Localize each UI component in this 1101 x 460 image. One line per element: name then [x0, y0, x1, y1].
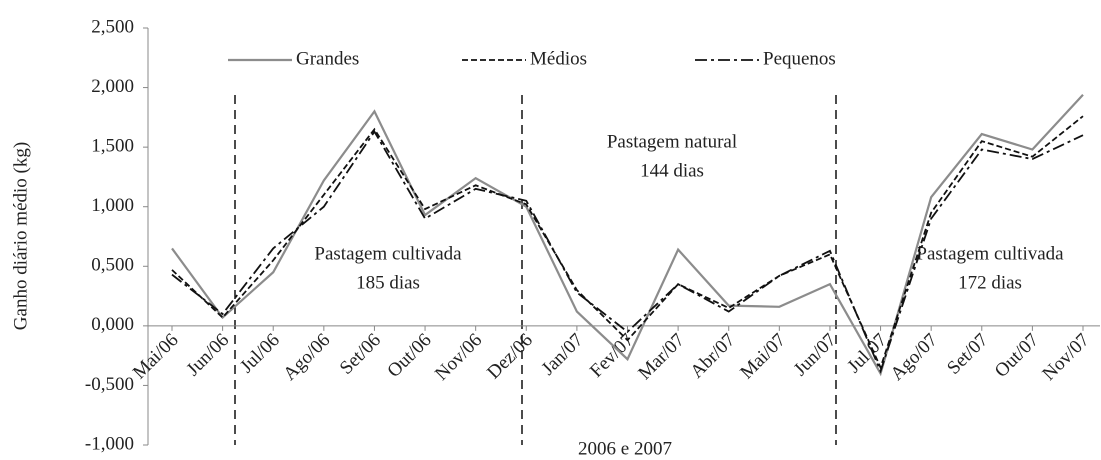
- x-tick-label: Abr/07: [686, 330, 739, 383]
- x-tick-label: Jun/07: [790, 330, 841, 381]
- x-tick-label: Out/06: [384, 330, 436, 382]
- x-tick-label: Out/07: [991, 330, 1043, 382]
- legend-label: Grandes: [296, 48, 359, 69]
- y-tick-label: 2,000: [91, 76, 134, 97]
- annotation: 144 dias: [640, 160, 704, 181]
- x-tick-label: Jul/07: [843, 330, 891, 378]
- x-tick-label: Mar/07: [634, 330, 688, 384]
- legend-label: Pequenos: [763, 48, 836, 69]
- y-tick-label: -0,500: [85, 374, 134, 395]
- y-tick-label: 1,500: [91, 136, 134, 157]
- x-axis-label: 2006 e 2007: [578, 438, 672, 459]
- line-series: [171, 115, 1084, 371]
- annotation: Pastagem cultivada: [916, 243, 1064, 264]
- x-tick-label: Dez/06: [483, 330, 537, 384]
- y-tick-label: 0,500: [91, 255, 134, 276]
- y-tick-label: 0,000: [91, 314, 134, 335]
- x-tick-label: Set/06: [336, 330, 385, 379]
- x-tick-label: Nov/07: [1038, 330, 1093, 385]
- annotation: 185 dias: [356, 272, 420, 293]
- x-tick-label: Ago/07: [887, 330, 942, 385]
- annotation: Pastagem natural: [607, 131, 737, 152]
- line-series: [171, 129, 1084, 374]
- x-tick-label: Set/07: [943, 330, 992, 379]
- y-axis-label: Ganho diário médio (kg): [10, 142, 31, 330]
- legend-label: Médios: [530, 48, 587, 69]
- annotation: Pastagem cultivada: [314, 243, 462, 264]
- x-tick-label: Mai/06: [129, 330, 183, 384]
- x-tick-label: Jul/06: [236, 330, 284, 378]
- y-tick-label: -1,000: [85, 433, 134, 454]
- y-tick-label: 2,500: [91, 16, 134, 37]
- x-tick-label: Nov/06: [431, 330, 486, 385]
- x-tick-label: Jun/06: [183, 330, 234, 381]
- x-tick-label: Ago/06: [279, 330, 334, 385]
- x-tick-label: Mai/07: [736, 330, 790, 384]
- line-series: [171, 93, 1084, 377]
- x-tick-label: Jan/07: [538, 330, 588, 380]
- y-tick-label: 1,000: [91, 195, 134, 216]
- annotation: 172 dias: [958, 272, 1022, 293]
